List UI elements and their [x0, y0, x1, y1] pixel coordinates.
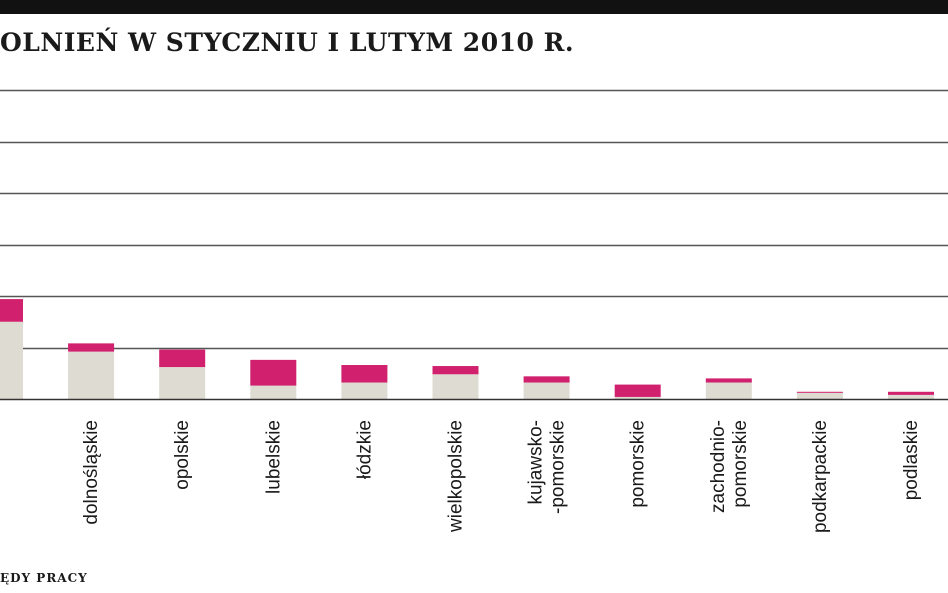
category-label-6: wielkopolskie	[446, 420, 467, 533]
bar-segment-first-5	[341, 382, 388, 399]
bar-segment-first-6	[432, 374, 479, 399]
source-note: ĘDY PRACY	[0, 571, 88, 585]
category-label-7-line-2: -pomorskie	[548, 420, 569, 514]
category-label-3: opolskie	[172, 420, 193, 490]
category-label-11: podlaskie	[901, 420, 922, 500]
category-label-8: pomorskie	[628, 420, 649, 508]
bar-segment-first-7	[523, 382, 570, 399]
bar-segment-second-4	[250, 359, 297, 386]
category-label-2: dolnośląskie	[81, 420, 102, 525]
bar-segment-first-4	[250, 385, 297, 399]
category-label-10: podkarpackie	[810, 420, 831, 533]
bar-segment-first-2	[68, 351, 115, 399]
category-label-4: lubelskie	[263, 420, 284, 494]
bar-segment-second-6	[432, 366, 479, 375]
bar-segment-first-10	[796, 392, 843, 399]
header-bar	[0, 0, 948, 14]
bar-segment-second-10	[796, 391, 843, 393]
bar-segment-second-8	[614, 384, 661, 397]
bar-segment-first-9	[705, 382, 752, 399]
bar-segment-second-7	[523, 376, 570, 383]
category-label-9-line-1: zachodnio-	[708, 420, 729, 513]
bar-segment-second-11	[888, 391, 934, 395]
chart-title: OLNIEŃ W STYCZNIU I LUTYM 2010 R.	[0, 28, 575, 57]
bar-segment-first-11	[888, 394, 934, 399]
bar-segment-first-3	[159, 367, 206, 399]
bar-segment-second-3	[159, 349, 206, 368]
bar-segment-second-9	[705, 378, 752, 383]
category-label-9-line-2: pomorskie	[730, 420, 751, 508]
bar-segment-first-8	[614, 396, 661, 399]
bar-segment-second-2	[68, 343, 115, 352]
bar-segment-second-1	[0, 299, 23, 322]
category-label-7-line-1: kujawsko-	[526, 420, 547, 504]
category-label-5: łódzkie	[354, 420, 375, 479]
bar-segment-first-1	[0, 321, 23, 399]
bar-segment-second-5	[341, 365, 388, 383]
